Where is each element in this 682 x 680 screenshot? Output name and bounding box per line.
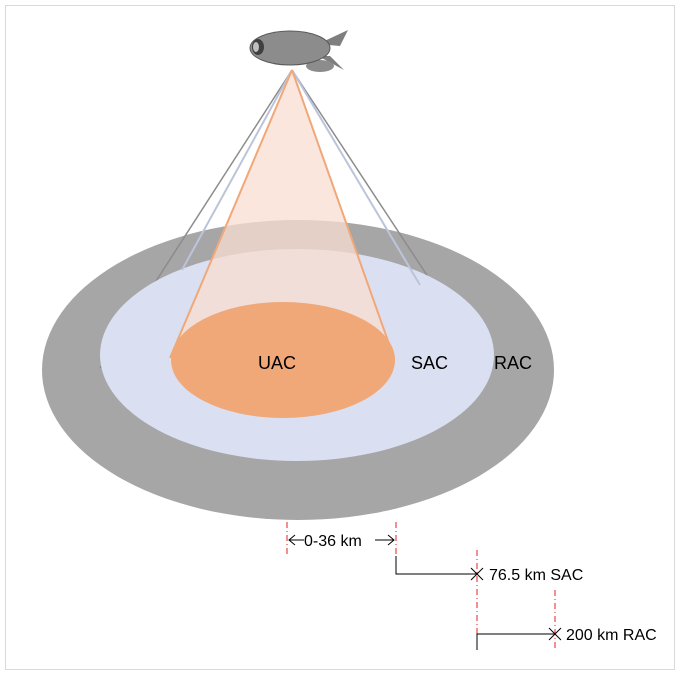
sac-beam-edge-left [181, 69, 293, 271]
uac-beam-edge-left [169, 69, 293, 359]
sac-range-label: 76.5 km SAC [489, 567, 583, 584]
uac-label: UAC [258, 353, 296, 373]
rac-range-leader [476, 627, 562, 650]
uac-beam-edge-right [291, 69, 395, 359]
uac-range-label: 0-36 km [304, 533, 362, 550]
sac-label: SAC [411, 353, 448, 373]
uac-range-arrow [288, 534, 395, 546]
diagram-frame [5, 5, 675, 670]
sac-beam-edge-right [291, 69, 421, 286]
rac-range-label: 200 km RAC [566, 627, 657, 644]
sac-range-leader [395, 556, 484, 581]
airship-icon [249, 30, 348, 72]
uac-zone [171, 302, 395, 418]
rac-label: RAC [494, 353, 532, 373]
